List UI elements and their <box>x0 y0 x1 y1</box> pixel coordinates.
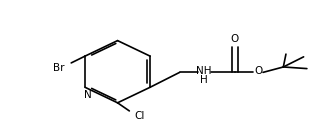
Text: O: O <box>254 66 262 76</box>
Text: Cl: Cl <box>134 111 144 121</box>
Text: O: O <box>230 34 239 44</box>
Text: NH: NH <box>196 66 212 76</box>
Text: H: H <box>200 75 208 85</box>
Text: N: N <box>84 90 92 100</box>
Text: Br: Br <box>53 63 65 73</box>
